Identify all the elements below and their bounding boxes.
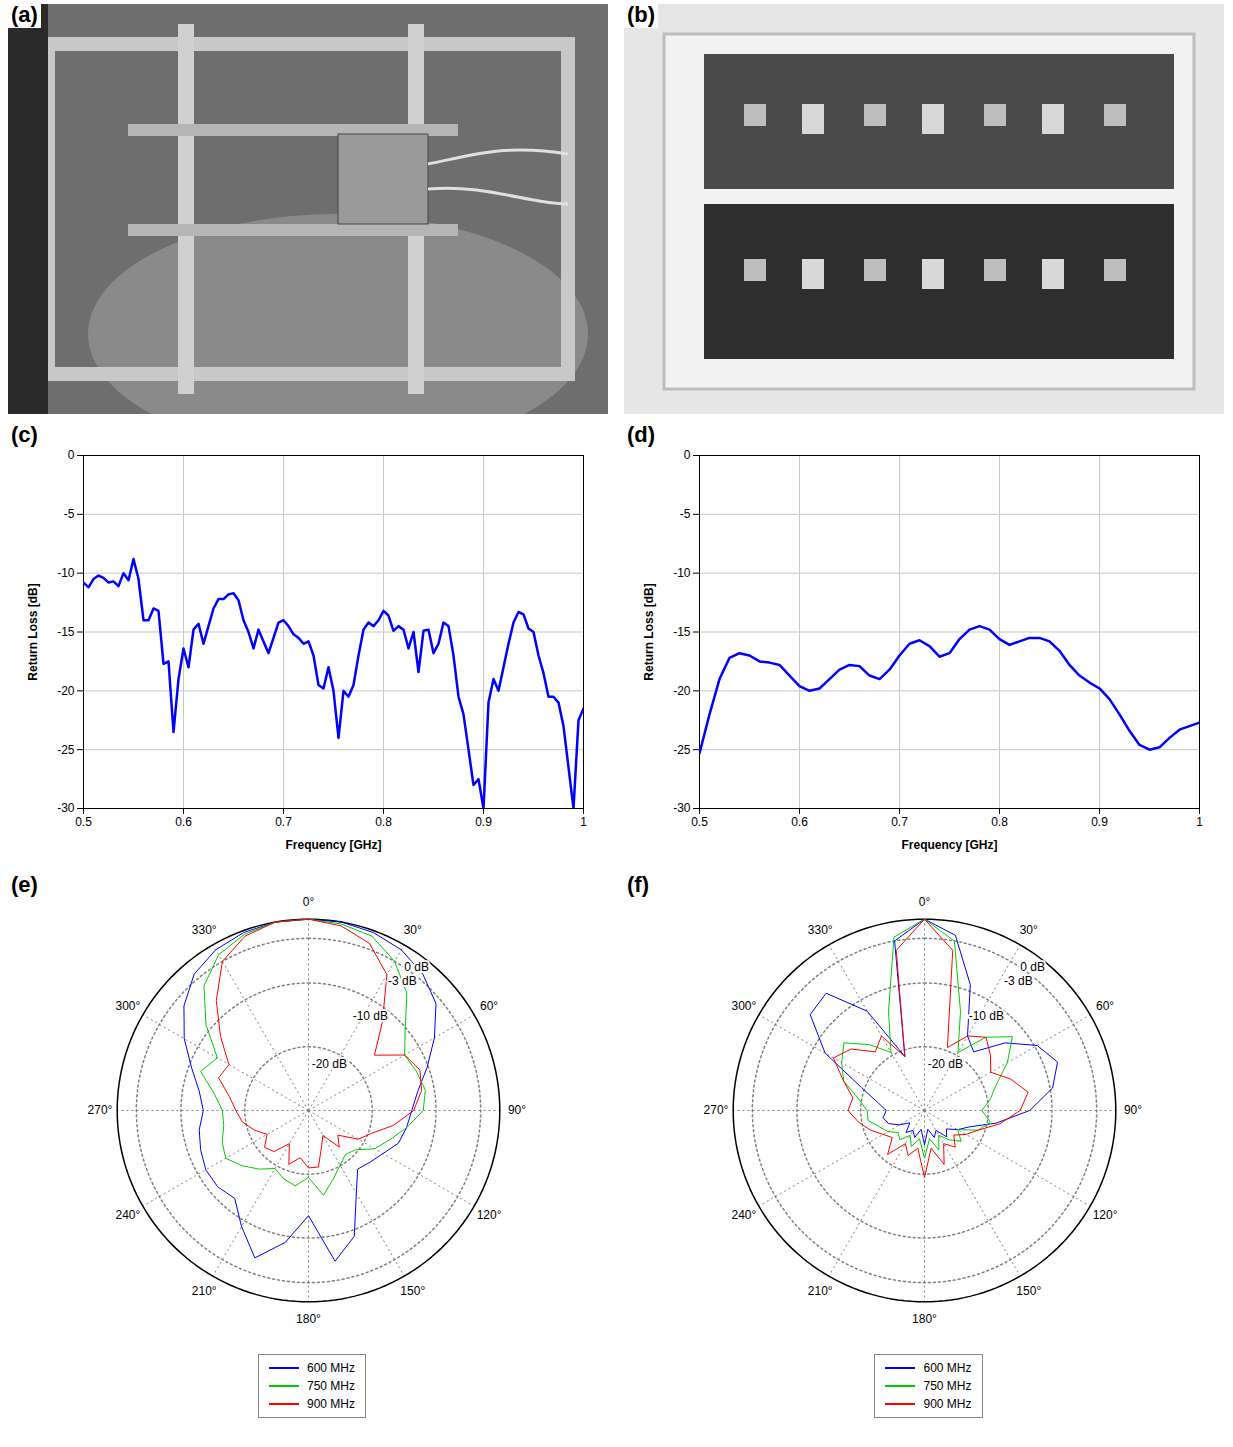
svg-text:-20: -20	[673, 684, 691, 698]
svg-text:300°: 300°	[732, 999, 757, 1013]
svg-text:30°: 30°	[1020, 923, 1038, 937]
html-text:(e): (e)	[11, 872, 38, 897]
svg-text:240°: 240°	[116, 1208, 141, 1222]
svg-text:90°: 90°	[508, 1103, 526, 1117]
svg-text:330°: 330°	[808, 923, 833, 937]
svg-text:-5: -5	[64, 507, 75, 521]
svg-text:-10: -10	[57, 566, 75, 580]
html-text:600 MHz: 600 MHz	[923, 1361, 972, 1375]
svg-text:-30: -30	[673, 801, 691, 815]
svg-text:1: 1	[580, 815, 587, 829]
svg-text:270°: 270°	[704, 1103, 729, 1117]
svg-text:240°: 240°	[732, 1208, 757, 1222]
svg-text:-3 dB: -3 dB	[1004, 974, 1033, 988]
svg-text:-25: -25	[57, 743, 75, 757]
svg-text:-20: -20	[57, 684, 75, 698]
svg-text:150°: 150°	[1016, 1284, 1041, 1298]
svg-text:210°: 210°	[192, 1284, 217, 1298]
svg-text:300°: 300°	[116, 999, 141, 1013]
svg-text:330°: 330°	[192, 923, 217, 937]
html-text:(f): (f)	[627, 872, 649, 897]
html-text:(c): (c)	[11, 422, 38, 447]
svg-text:0°: 0°	[919, 895, 931, 909]
svg-text:0.9: 0.9	[1091, 815, 1108, 829]
html-text:900 MHz: 900 MHz	[307, 1397, 355, 1411]
svg-text:60°: 60°	[1096, 999, 1114, 1013]
svg-text:-20 dB: -20 dB	[312, 1057, 347, 1071]
svg-text:0.7: 0.7	[275, 815, 292, 829]
svg-text:Frequency [GHz]: Frequency [GHz]	[285, 838, 381, 852]
svg-text:0.7: 0.7	[891, 815, 908, 829]
svg-text:0.8: 0.8	[991, 815, 1008, 829]
svg-text:120°: 120°	[1093, 1208, 1118, 1222]
svg-text:0.5: 0.5	[691, 815, 708, 829]
svg-text:Frequency [GHz]: Frequency [GHz]	[901, 838, 997, 852]
html-text:600 MHz: 600 MHz	[307, 1361, 355, 1375]
html-text:750 MHz: 750 MHz	[307, 1379, 355, 1393]
svg-text:120°: 120°	[477, 1208, 502, 1222]
svg-text:0 dB: 0 dB	[404, 960, 429, 974]
svg-text:210°: 210°	[808, 1284, 833, 1298]
html-text:(b): (b)	[627, 2, 656, 27]
svg-text:0.9: 0.9	[475, 815, 492, 829]
svg-text:30°: 30°	[404, 923, 422, 937]
svg-text:0: 0	[68, 448, 75, 462]
svg-text:1: 1	[1196, 815, 1203, 829]
svg-text:-10: -10	[673, 566, 691, 580]
svg-text:0.6: 0.6	[791, 815, 808, 829]
svg-text:Return Loss [dB]: Return Loss [dB]	[26, 583, 40, 680]
html-text:(d): (d)	[627, 422, 656, 447]
svg-text:180°: 180°	[296, 1312, 321, 1326]
svg-text:60°: 60°	[480, 999, 498, 1013]
svg-text:0 dB: 0 dB	[1020, 960, 1045, 974]
svg-text:0°: 0°	[303, 895, 315, 909]
svg-text:-10 dB: -10 dB	[353, 1009, 388, 1023]
svg-text:0.8: 0.8	[375, 815, 392, 829]
svg-text:270°: 270°	[88, 1103, 113, 1117]
svg-text:-15: -15	[673, 625, 691, 639]
svg-text:0.5: 0.5	[75, 815, 92, 829]
svg-text:Return Loss [dB]: Return Loss [dB]	[642, 583, 656, 680]
svg-text:-10 dB: -10 dB	[969, 1009, 1004, 1023]
svg-text:150°: 150°	[400, 1284, 425, 1298]
svg-text:-3 dB: -3 dB	[388, 974, 417, 988]
svg-text:-15: -15	[57, 625, 75, 639]
svg-text:0: 0	[684, 448, 691, 462]
svg-text:-20 dB: -20 dB	[928, 1057, 963, 1071]
svg-text:-30: -30	[57, 801, 75, 815]
svg-text:0.6: 0.6	[175, 815, 192, 829]
svg-text:90°: 90°	[1124, 1103, 1142, 1117]
html-text:750 MHz: 750 MHz	[923, 1379, 972, 1393]
html-text:(a): (a)	[11, 2, 38, 27]
svg-text:180°: 180°	[912, 1312, 937, 1326]
svg-text:-25: -25	[673, 743, 691, 757]
html-text:900 MHz: 900 MHz	[923, 1397, 972, 1411]
svg-text:-5: -5	[680, 507, 691, 521]
